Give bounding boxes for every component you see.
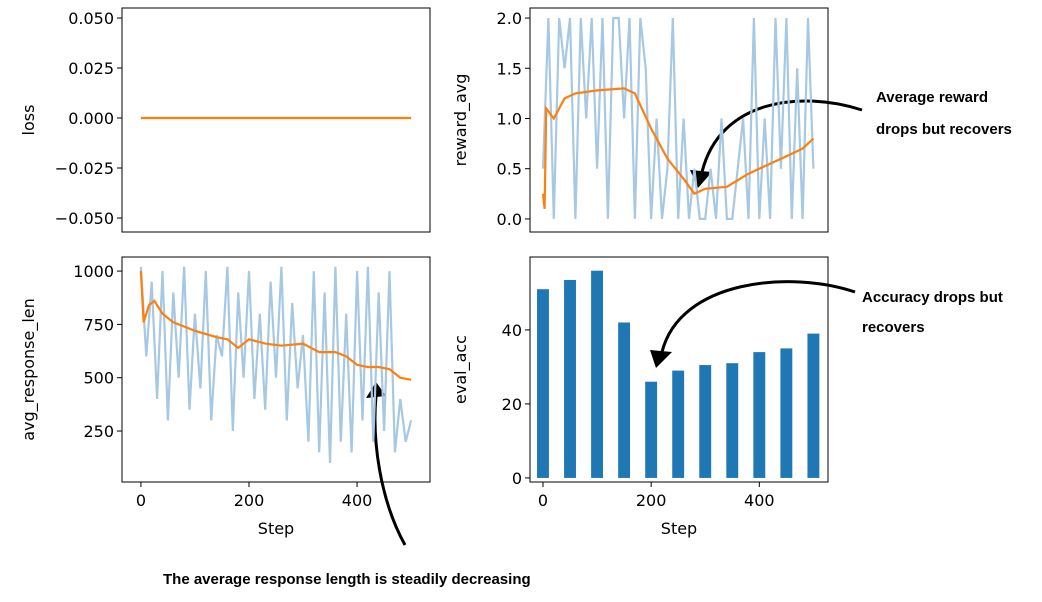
bar <box>537 289 549 478</box>
y-tick-label: 0 <box>512 469 522 488</box>
y-tick-label: 250 <box>83 422 114 441</box>
annotation: The average response length is steadily … <box>163 571 531 588</box>
y-tick-label: 20 <box>502 395 522 414</box>
series-line <box>139 271 412 381</box>
y-axis-label: avg_response_len <box>19 298 39 441</box>
series-line <box>541 87 815 210</box>
y-axis-label: eval_acc <box>451 335 471 404</box>
y-tick-label: 0.000 <box>68 109 114 128</box>
y-tick-label: 500 <box>83 369 114 388</box>
bar <box>618 322 631 478</box>
y-tick-label: 40 <box>502 321 522 340</box>
bar <box>780 348 793 478</box>
arrowhead <box>650 350 672 368</box>
bar <box>753 352 766 478</box>
x-axis-label: Step <box>661 519 697 538</box>
y-axis-label: reward_avg <box>451 74 471 167</box>
y-tick-label: 1.5 <box>497 59 522 78</box>
bar <box>564 279 576 478</box>
y-tick-label: 0.025 <box>68 59 114 78</box>
series-line <box>139 266 413 464</box>
y-tick-label: 0.050 <box>68 9 114 28</box>
arrow <box>373 395 407 546</box>
bar <box>591 270 604 478</box>
bar <box>699 365 712 478</box>
y-tick-label: 0.0 <box>497 210 522 229</box>
arrow <box>700 99 863 173</box>
y-tick-label: 1000 <box>73 262 114 281</box>
x-tick-label: 400 <box>342 491 373 510</box>
bar <box>645 381 658 478</box>
bar <box>726 363 739 478</box>
arrow <box>660 280 856 353</box>
y-tick-label: 0.5 <box>497 160 522 179</box>
axes-frame <box>529 7 829 233</box>
annotation: recovers <box>862 319 925 336</box>
series-line <box>541 16 815 220</box>
x-tick-label: 400 <box>744 491 775 510</box>
y-tick-label: 750 <box>83 315 114 334</box>
annotation: Accuracy drops but <box>862 289 1003 306</box>
x-axis-label: Step <box>258 519 294 538</box>
y-tick-label: 1.0 <box>497 109 522 128</box>
axes-frame <box>121 7 431 233</box>
y-tick-label: 2.0 <box>497 9 522 28</box>
x-tick-label: 0 <box>538 491 548 510</box>
x-tick-label: 200 <box>234 491 265 510</box>
x-tick-label: 0 <box>136 491 146 510</box>
x-tick-label: 200 <box>636 491 667 510</box>
y-axis-label: loss <box>19 105 38 136</box>
axes-frame <box>529 256 829 483</box>
y-tick-label: −0.050 <box>55 209 114 228</box>
annotation: Average reward <box>876 89 988 106</box>
axes-frame <box>121 256 431 483</box>
annotation: drops but recovers <box>876 121 1012 138</box>
bar <box>807 333 820 478</box>
bar <box>672 370 685 478</box>
y-tick-label: −0.025 <box>55 159 114 178</box>
